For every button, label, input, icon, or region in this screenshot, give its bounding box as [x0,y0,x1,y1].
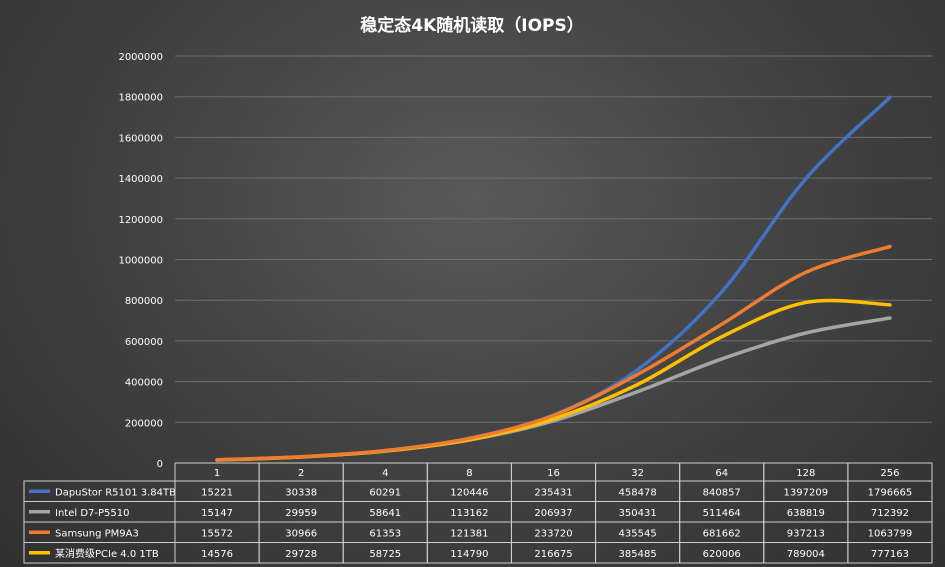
data-label: 789004 [787,549,825,560]
table-cell [847,542,933,564]
data-label: 121381 [450,528,488,539]
data-label: 1397209 [784,487,829,498]
data-label: 235431 [534,487,572,498]
data-label: 29959 [285,508,317,519]
data-label: 14576 [201,549,233,560]
data-label: 216675 [534,549,572,560]
data-label: 458478 [619,487,657,498]
series-line-4 [215,298,892,462]
series-line-2 [215,316,892,462]
legend-entry: DapuStor R5101 3.84TB [55,487,176,498]
data-label: 29728 [285,549,317,560]
x-category-label: 1 [214,468,220,479]
y-tick-label: 1400000 [118,174,163,185]
x-category-label: 8 [466,468,472,479]
data-label: 840857 [703,487,741,498]
data-label: 1796665 [868,487,913,498]
y-tick-label: 600000 [125,337,163,348]
y-tick-label: 1600000 [118,133,163,144]
data-label: 385485 [619,549,657,560]
data-label: 60291 [369,487,401,498]
y-tick-label: 400000 [125,378,163,389]
x-category-label: 256 [880,468,899,479]
data-label: 937213 [787,528,825,539]
data-label: 350431 [619,508,657,519]
x-category-label: 128 [796,468,815,479]
y-axis: 0 200000 400000 600000 800000 1000000 1200000 1… [118,52,163,470]
data-label: 511464 [703,508,741,519]
y-tick-label: 200000 [125,418,163,429]
data-label: 638819 [787,508,825,519]
x-category-label: 64 [715,468,728,479]
plot-area [215,95,892,462]
chart-title: 稳定态4K随机读取（IOPS） [360,15,583,36]
legend-entry: 某消费级PCIe 4.0 1TB [55,547,159,560]
x-category-label: 2 [298,468,304,479]
x-category-label: 16 [547,468,560,479]
y-tick-label: 1800000 [118,93,163,104]
y-tick-label: 1200000 [118,215,163,226]
legend-entry: Samsung PM9A3 [55,528,139,539]
series-line-1 [215,95,892,462]
data-label: 15572 [201,528,233,539]
data-label: 681662 [703,528,741,539]
data-label: 435545 [619,528,657,539]
data-label: 777163 [871,549,909,560]
data-label: 15221 [201,487,233,498]
data-table: 1 2 4 8 16 32 64 128 256 DapuStor R5101 3.84TB 152… [23,462,933,564]
x-category-label: 4 [382,468,388,479]
data-label: 620006 [703,549,741,560]
data-label: 58641 [369,508,401,519]
data-label: 114790 [450,549,488,560]
data-label: 58725 [369,549,401,560]
data-label: 61353 [369,528,401,539]
data-label: 712392 [871,508,909,519]
data-label: 113162 [450,508,488,519]
data-label: 15147 [201,508,233,519]
y-tick-label: 1000000 [118,256,163,267]
data-label: 233720 [534,528,572,539]
data-label: 30338 [285,487,317,498]
y-tick-label: 800000 [125,296,163,307]
data-label: 120446 [450,487,488,498]
y-tick-label: 2000000 [118,52,163,63]
data-label: 206937 [534,508,572,519]
x-category-label: 32 [631,468,644,479]
series-line-3 [215,244,892,462]
data-label: 30966 [285,528,317,539]
y-tick-label: 0 [157,459,163,470]
data-label: 1063799 [868,528,913,539]
gridlines [175,55,932,464]
legend-entry: Intel D7-P5510 [55,508,129,519]
